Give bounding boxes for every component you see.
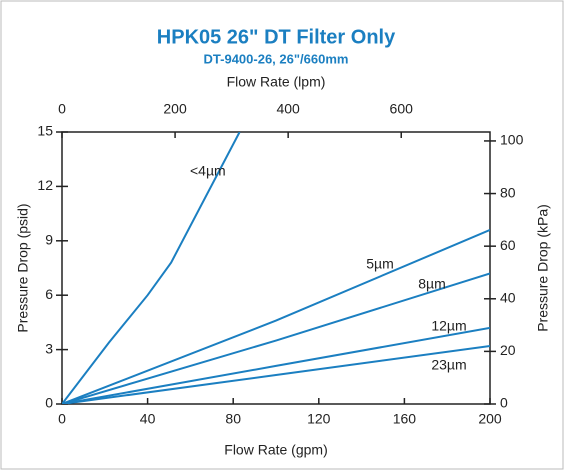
x-axis-label: Flow Rate (gpm) bbox=[224, 442, 327, 458]
x-tick-label: 200 bbox=[478, 411, 502, 427]
x-tick-label: 80 bbox=[225, 411, 241, 427]
series-label: 5µm bbox=[366, 256, 394, 272]
x2-tick-label: 400 bbox=[276, 101, 300, 117]
x2-tick-label: 200 bbox=[163, 101, 187, 117]
y-tick-label: 12 bbox=[37, 177, 53, 193]
x2-axis-label: Flow Rate (lpm) bbox=[227, 74, 326, 90]
y2-tick-label: 60 bbox=[500, 237, 516, 253]
y2-tick-label: 20 bbox=[500, 342, 516, 358]
series-line bbox=[62, 132, 241, 404]
y-tick-label: 15 bbox=[37, 123, 53, 139]
series-line bbox=[62, 326, 490, 404]
x-tick-label: 0 bbox=[58, 411, 66, 427]
y-tick-label: 3 bbox=[45, 340, 53, 356]
x2-tick-label: 0 bbox=[58, 101, 66, 117]
x-tick-label: 160 bbox=[393, 411, 417, 427]
y-tick-label: 6 bbox=[45, 286, 53, 302]
x-tick-label: 40 bbox=[140, 411, 156, 427]
series-line bbox=[62, 344, 490, 404]
series-label: 8µm bbox=[418, 276, 446, 292]
series-line bbox=[62, 228, 490, 404]
y2-tick-label: 80 bbox=[500, 184, 516, 200]
y-tick-label: 9 bbox=[45, 232, 53, 248]
series-label: 12µm bbox=[431, 318, 466, 334]
chart-title: HPK05 26" DT Filter Only bbox=[157, 26, 396, 48]
y-tick-label: 0 bbox=[45, 395, 53, 411]
chart-subtitle: DT-9400-26, 26"/660mm bbox=[204, 51, 349, 66]
x-tick-label: 120 bbox=[307, 411, 331, 427]
series-line bbox=[62, 272, 490, 404]
x2-tick-label: 600 bbox=[390, 101, 414, 117]
plot-frame bbox=[61, 131, 491, 405]
y2-tick-label: 40 bbox=[500, 289, 516, 305]
series-label: 23µm bbox=[431, 357, 466, 373]
y2-axis-label: Pressure Drop (kPa) bbox=[535, 204, 551, 332]
y2-tick-label: 0 bbox=[500, 395, 508, 411]
series-label: <4µm bbox=[190, 163, 226, 179]
y2-tick-label: 100 bbox=[500, 132, 524, 148]
y-axis-label: Pressure Drop (psid) bbox=[15, 203, 31, 332]
